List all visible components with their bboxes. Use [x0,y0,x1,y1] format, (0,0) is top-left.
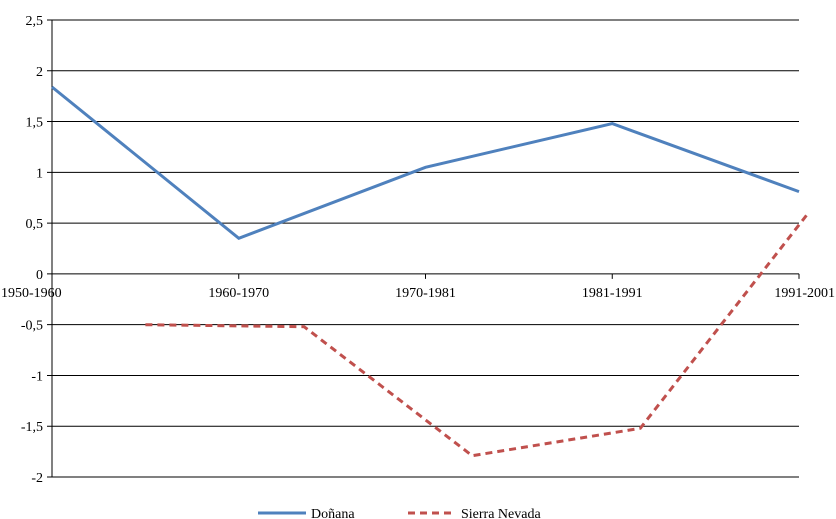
y-tick-label: 1 [36,166,43,181]
legend: Doñana Sierra Nevada [258,507,541,519]
y-tick-label: 0 [36,268,43,283]
y-tick-label: -0,5 [21,319,43,334]
legend-label-donana: Doñana [311,507,355,519]
y-tick-label: 2 [36,65,43,80]
series-line-donana [51,85,800,241]
grid-lines [47,19,799,478]
x-tick-label: 1981-1991 [582,286,643,301]
series-line-sierra-nevada [145,212,810,458]
x-tick-label: 1991-2001 [774,286,835,301]
x-tick-label: 1970-1981 [395,286,456,301]
y-tick-label: 1,5 [26,116,44,131]
y-tick-label: 2,5 [26,14,44,29]
legend-label-sierra-nevada: Sierra Nevada [461,507,541,519]
x-tick-labels: 1950-1960 1960-1970 1970-1981 1981-1991 1991… [1,273,835,301]
y-tick-label: -2 [31,471,43,486]
x-tick-label: 1950-1960 [1,286,62,301]
y-tick-label: 0,5 [26,217,44,232]
y-tick-label: -1,5 [21,420,43,435]
y-tick-label: -1 [31,369,43,384]
x-tick-label: 1960-1970 [208,286,269,301]
series-lines [51,85,810,458]
y-tick-labels: 2,5 2 1,5 1 0,5 0 -0,5 -1 -1,5 -2 [21,14,43,486]
